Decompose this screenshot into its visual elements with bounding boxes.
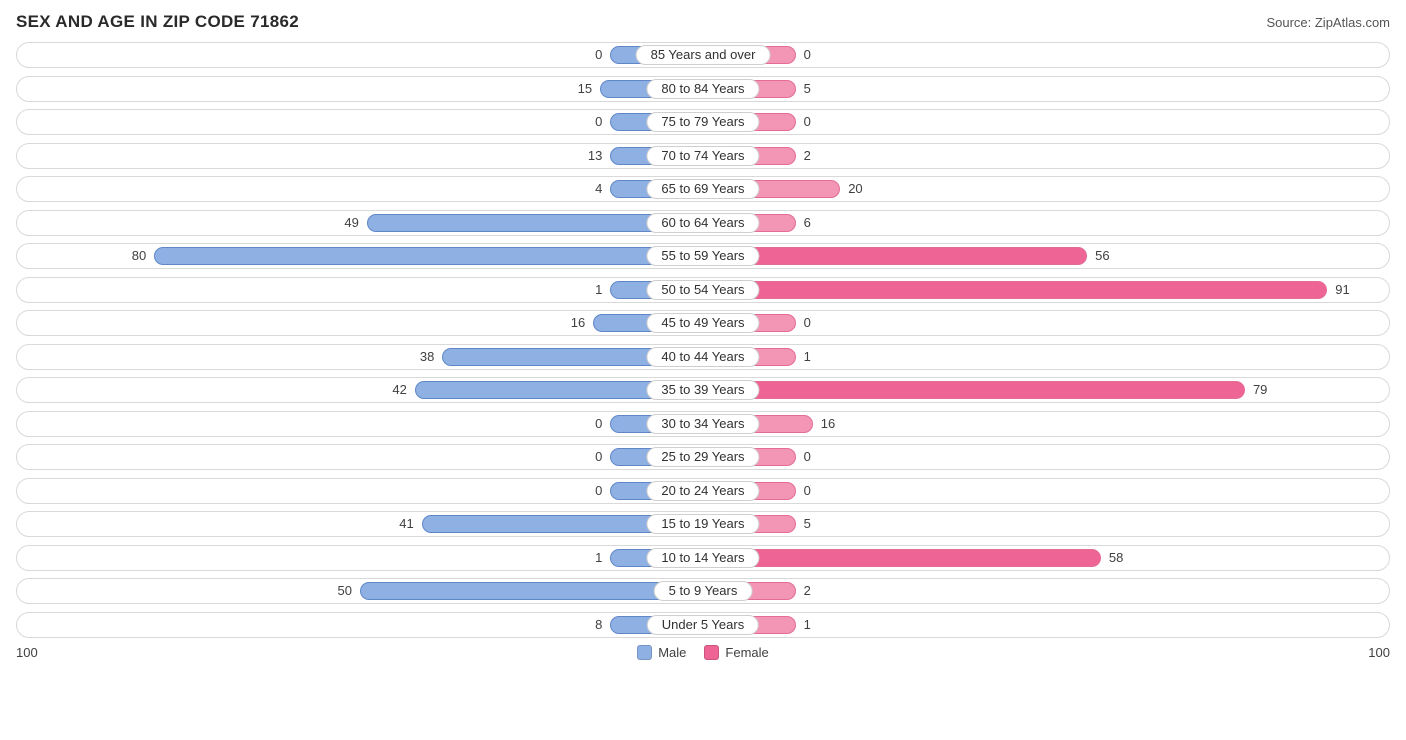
chart-title: SEX AND AGE IN ZIP CODE 71862 (16, 12, 299, 32)
female-value-label: 79 (1245, 381, 1267, 399)
female-value-label: 1 (796, 616, 811, 634)
chart-row: 80 56 55 to 59 Years (16, 243, 1390, 269)
female-value-label: 6 (796, 214, 811, 232)
female-value-label: 0 (796, 113, 811, 131)
male-value-label: 16 (571, 314, 593, 332)
category-label: 35 to 39 Years (646, 380, 759, 400)
female-bar (703, 281, 1327, 299)
male-value-label: 38 (420, 348, 442, 366)
axis-max-left: 100 (16, 645, 76, 660)
female-value-label: 56 (1087, 247, 1109, 265)
female-value-label: 91 (1327, 281, 1349, 299)
female-bar (703, 381, 1245, 399)
category-label: 55 to 59 Years (646, 246, 759, 266)
male-value-label: 41 (399, 515, 421, 533)
male-value-label: 0 (595, 448, 610, 466)
female-value-label: 20 (840, 180, 862, 198)
chart-footer: 100 Male Female 100 (16, 645, 1390, 660)
chart-header: SEX AND AGE IN ZIP CODE 71862 Source: Zi… (16, 12, 1390, 32)
legend-swatch (704, 645, 719, 660)
category-label: 10 to 14 Years (646, 548, 759, 568)
female-value-label: 5 (796, 515, 811, 533)
category-label: 25 to 29 Years (646, 447, 759, 467)
chart-row: 50 2 5 to 9 Years (16, 578, 1390, 604)
chart-row: 0 0 75 to 79 Years (16, 109, 1390, 135)
legend-label: Male (658, 645, 686, 660)
chart-row: 41 5 15 to 19 Years (16, 511, 1390, 537)
male-value-label: 0 (595, 113, 610, 131)
legend-swatch (637, 645, 652, 660)
male-bar (154, 247, 703, 265)
chart-row: 0 0 25 to 29 Years (16, 444, 1390, 470)
chart-row: 16 0 45 to 49 Years (16, 310, 1390, 336)
male-bar (360, 582, 703, 600)
category-label: 75 to 79 Years (646, 112, 759, 132)
male-value-label: 80 (132, 247, 154, 265)
female-value-label: 0 (796, 448, 811, 466)
chart-row: 38 1 40 to 44 Years (16, 344, 1390, 370)
female-bar (703, 549, 1101, 567)
female-value-label: 16 (813, 415, 835, 433)
category-label: 85 Years and over (636, 45, 771, 65)
male-value-label: 0 (595, 415, 610, 433)
chart-row: 1 58 10 to 14 Years (16, 545, 1390, 571)
category-label: 20 to 24 Years (646, 481, 759, 501)
male-value-label: 8 (595, 616, 610, 634)
male-value-label: 15 (578, 80, 600, 98)
male-value-label: 4 (595, 180, 610, 198)
chart-row: 4 20 65 to 69 Years (16, 176, 1390, 202)
category-label: 70 to 74 Years (646, 146, 759, 166)
chart-row: 0 0 20 to 24 Years (16, 478, 1390, 504)
chart-row: 0 0 85 Years and over (16, 42, 1390, 68)
male-value-label: 1 (595, 549, 610, 567)
female-value-label: 0 (796, 46, 811, 64)
chart-row: 49 6 60 to 64 Years (16, 210, 1390, 236)
chart-source: Source: ZipAtlas.com (1266, 15, 1390, 30)
category-label: 40 to 44 Years (646, 347, 759, 367)
category-label: 15 to 19 Years (646, 514, 759, 534)
male-value-label: 13 (588, 147, 610, 165)
category-label: Under 5 Years (647, 615, 759, 635)
female-value-label: 0 (796, 314, 811, 332)
female-value-label: 58 (1101, 549, 1123, 567)
female-value-label: 0 (796, 482, 811, 500)
chart-row: 15 5 80 to 84 Years (16, 76, 1390, 102)
category-label: 60 to 64 Years (646, 213, 759, 233)
chart-row: 42 79 35 to 39 Years (16, 377, 1390, 403)
chart-row: 1 91 50 to 54 Years (16, 277, 1390, 303)
female-value-label: 5 (796, 80, 811, 98)
male-value-label: 1 (595, 281, 610, 299)
chart-row: 0 16 30 to 34 Years (16, 411, 1390, 437)
female-value-label: 1 (796, 348, 811, 366)
category-label: 50 to 54 Years (646, 280, 759, 300)
axis-max-right: 100 (1330, 645, 1390, 660)
legend-item: Male (637, 645, 686, 660)
legend-item: Female (704, 645, 768, 660)
male-value-label: 0 (595, 482, 610, 500)
category-label: 30 to 34 Years (646, 414, 759, 434)
chart-row: 13 2 70 to 74 Years (16, 143, 1390, 169)
chart-row: 8 1 Under 5 Years (16, 612, 1390, 638)
legend-label: Female (725, 645, 768, 660)
female-bar (703, 247, 1087, 265)
category-label: 65 to 69 Years (646, 179, 759, 199)
female-value-label: 2 (796, 582, 811, 600)
category-label: 5 to 9 Years (654, 581, 753, 601)
category-label: 45 to 49 Years (646, 313, 759, 333)
male-value-label: 50 (338, 582, 360, 600)
legend: Male Female (76, 645, 1330, 660)
female-value-label: 2 (796, 147, 811, 165)
male-value-label: 0 (595, 46, 610, 64)
male-value-label: 49 (344, 214, 366, 232)
male-value-label: 42 (392, 381, 414, 399)
category-label: 80 to 84 Years (646, 79, 759, 99)
population-pyramid-chart: 0085 Years and over15580 to 84 Years0075… (16, 42, 1390, 638)
